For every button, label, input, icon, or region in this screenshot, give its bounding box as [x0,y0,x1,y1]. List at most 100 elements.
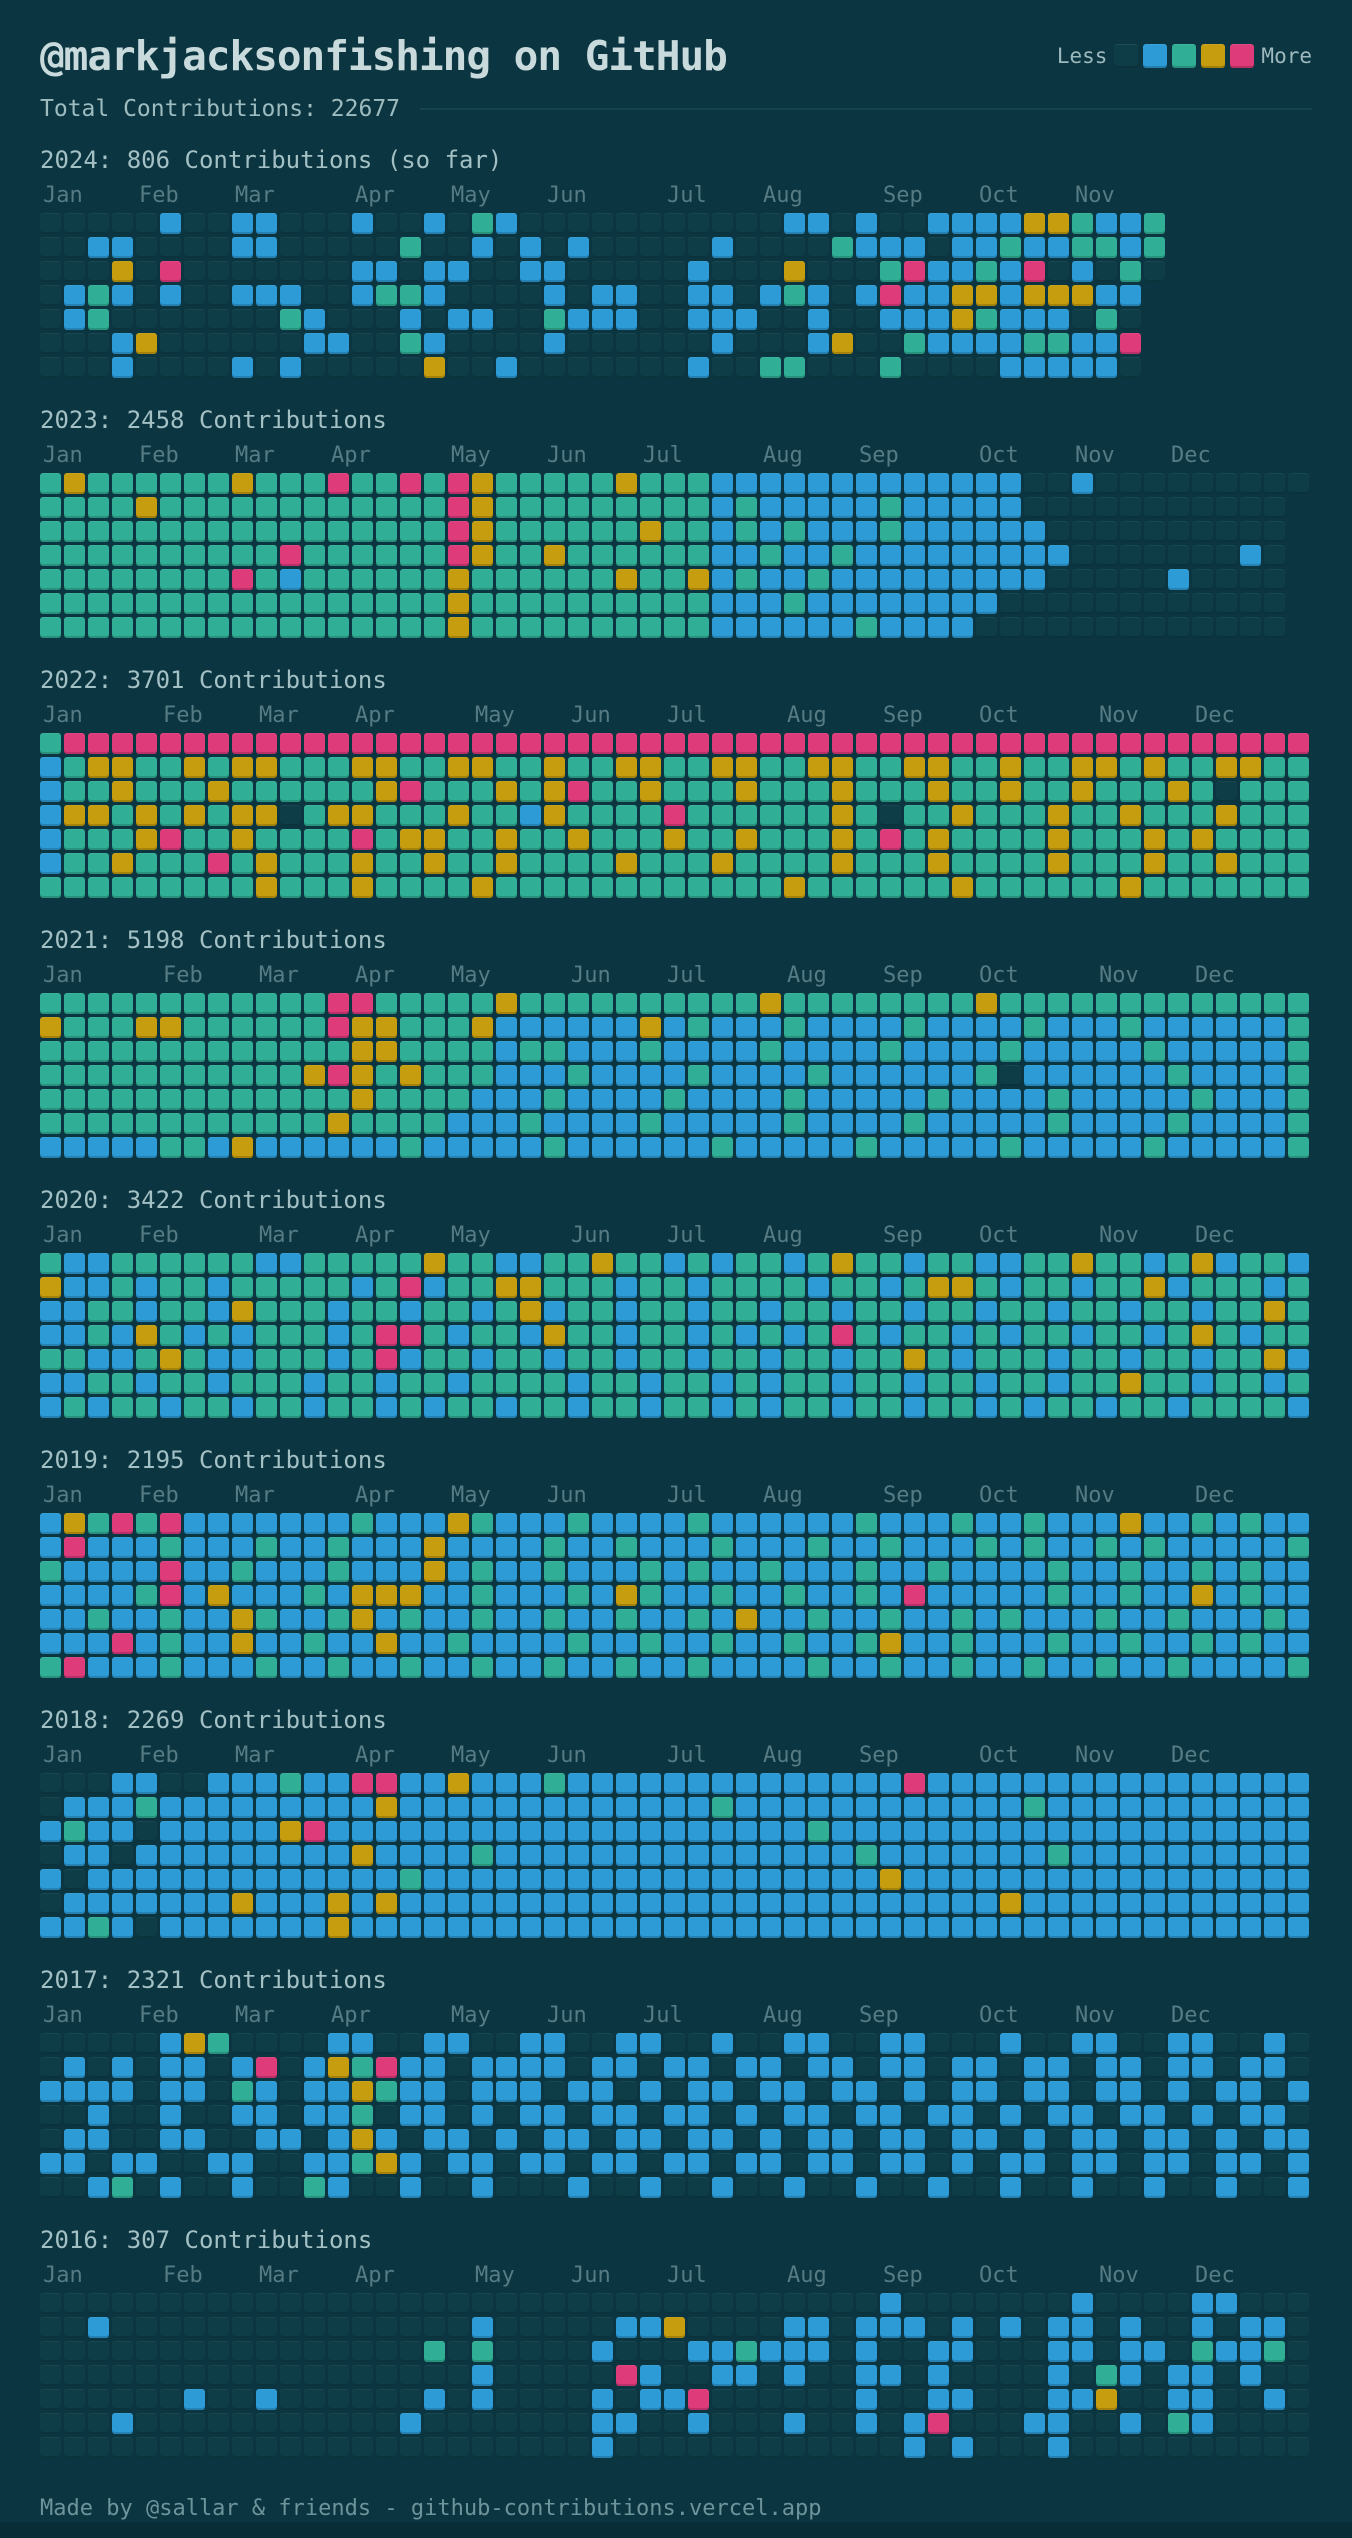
contribution-cell [1072,2317,1093,2338]
contribution-cell [424,2413,445,2434]
contribution-cell [1192,2389,1213,2410]
contribution-cell [88,853,109,874]
contribution-cell [976,1773,997,1794]
contribution-cell [1168,757,1189,778]
contribution-cell [760,237,781,258]
contribution-cell [592,1325,613,1346]
contribution-cell [352,1845,373,1866]
contribution-cell [1096,1325,1117,1346]
contribution-cell [1144,829,1165,850]
contribution-cell [520,1513,541,1534]
contribution-cell [64,805,85,826]
contribution-cell [376,237,397,258]
contribution-cell [832,733,853,754]
contribution-cell [1192,1797,1213,1818]
contribution-cell [232,2177,253,2198]
contribution-cell [1120,1301,1141,1322]
contribution-cell [1120,805,1141,826]
contribution-cell [952,1041,973,1062]
contribution-cell [304,2317,325,2338]
contribution-cell [1264,1585,1285,1606]
contribution-grid [40,993,1312,1161]
contribution-cell [760,877,781,898]
contribution-cell [280,261,301,282]
contribution-cell [1024,1561,1045,1582]
contribution-cell [904,2057,925,2078]
contribution-cell [664,757,685,778]
contribution-cell [760,2341,781,2362]
contribution-cell [712,993,733,1014]
contribution-cell [904,357,925,378]
contribution-cell [256,829,277,850]
contribution-cell [280,333,301,354]
contribution-cell [784,829,805,850]
contribution-cell [1192,1301,1213,1322]
contribution-cell [448,2177,469,2198]
contribution-cell [1264,1301,1285,1322]
contribution-cell [1264,1277,1285,1298]
contribution-cell [640,357,661,378]
contribution-cell [640,993,661,1014]
contribution-cell [1048,593,1069,614]
contribution-cell [1264,1797,1285,1818]
contribution-cell [160,2437,181,2458]
year-heading: 2016: 307 Contributions [40,2226,373,2254]
contribution-cell [856,1325,877,1346]
contribution-cell [1096,1893,1117,1914]
contribution-cell [1072,521,1093,542]
contribution-cell [1000,521,1021,542]
contribution-cell [64,1561,85,1582]
contribution-cell [424,2437,445,2458]
contribution-cell [1192,1017,1213,1038]
contribution-cell [688,1585,709,1606]
contribution-cell [808,261,829,282]
contribution-cell [712,1845,733,1866]
contribution-cell [640,261,661,282]
contribution-cell [1000,2105,1021,2126]
month-label: Mar [259,963,299,988]
contribution-cell [832,473,853,494]
contribution-cell [640,1797,661,1818]
contribution-cell [880,1397,901,1418]
year-heading: 2024: 806 Contributions (so far) [40,146,503,174]
contribution-cell [1264,1917,1285,1938]
contribution-cell [1096,2129,1117,2150]
contribution-cell [1024,1017,1045,1038]
contribution-cell [952,1609,973,1630]
contribution-cell [1168,1065,1189,1086]
contribution-cell [688,309,709,330]
contribution-cell [1192,2153,1213,2174]
contribution-cell [328,1137,349,1158]
contribution-cell [1288,1893,1309,1914]
contribution-cell [880,1065,901,1086]
contribution-cell [472,853,493,874]
month-label: Nov [1099,963,1139,988]
contribution-cell [832,1113,853,1134]
contribution-cell [688,1301,709,1322]
contribution-cell [136,2057,157,2078]
contribution-cell [1264,521,1285,542]
contribution-cell [688,1797,709,1818]
month-label: Sep [883,963,923,988]
contribution-cell [256,2081,277,2102]
contribution-cell [1024,261,1045,282]
contribution-cell [1168,1373,1189,1394]
contribution-cell [112,593,133,614]
contribution-cell [616,1845,637,1866]
contribution-cell [904,1397,925,1418]
contribution-cell [1144,1561,1165,1582]
contribution-cell [664,733,685,754]
contribution-cell [760,853,781,874]
contribution-cell [64,1513,85,1534]
contribution-cell [352,1349,373,1370]
contribution-cell [88,1821,109,1842]
contribution-cell [136,1349,157,1370]
contribution-cell [664,1561,685,1582]
contribution-cell [496,1561,517,1582]
contribution-cell [136,1917,157,1938]
contribution-cell [808,213,829,234]
contribution-cell [328,2341,349,2362]
contribution-cell [376,1917,397,1938]
contribution-cell [64,1253,85,1274]
month-label: Aug [763,2003,803,2028]
